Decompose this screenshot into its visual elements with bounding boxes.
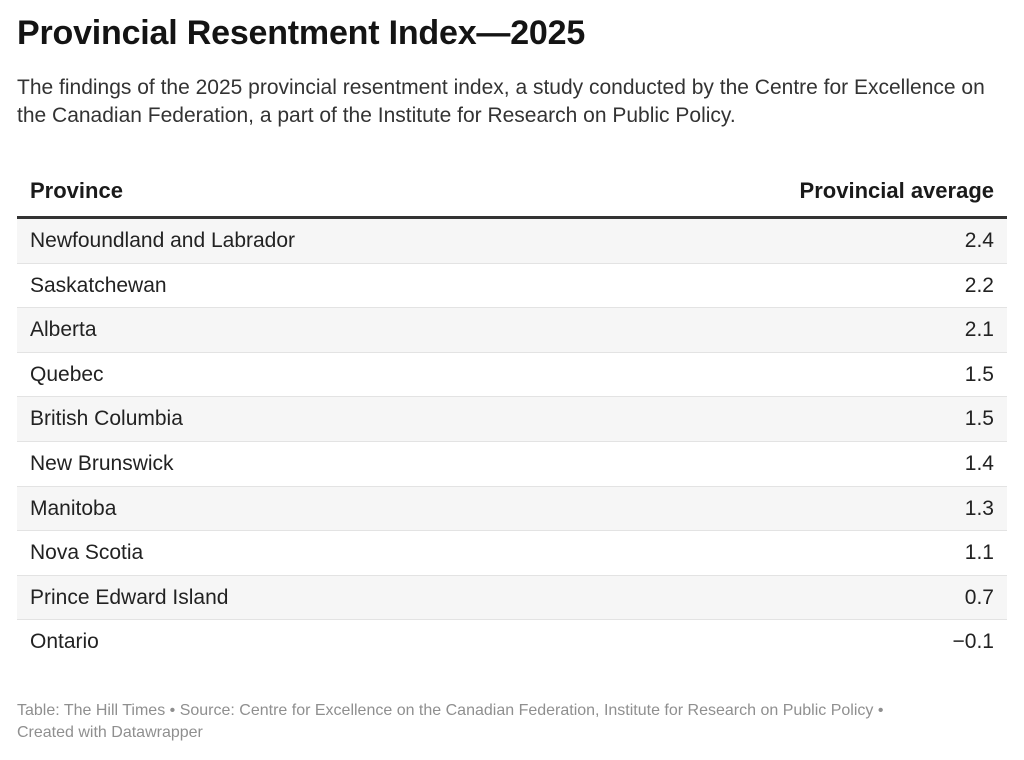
column-header-provincial-average: Provincial average [799,178,994,203]
table-header: Province Provincial average [17,164,1007,219]
province-cell: Newfoundland and Labrador [30,229,296,252]
province-cell: Nova Scotia [30,541,144,565]
average-value-cell: −0.1 [952,630,994,654]
average-value-cell: 2.4 [964,229,994,252]
chart-title: Provincial Resentment Index—2025 [17,14,586,52]
table-row: Ontario −0.1 [17,620,1007,665]
province-cell: New Brunswick [30,451,174,475]
table-body: Newfoundland and Labrador 2.4 Saskatchewan… [17,219,1007,665]
table-row: New Brunswick 1.4 [17,442,1007,487]
table-row: Saskatchewan 2.2 [17,264,1007,309]
average-value-cell: 2.1 [964,318,994,342]
table-row: Alberta 2.1 [17,308,1007,353]
average-value-cell: 1.1 [964,541,994,565]
average-value-cell: 0.7 [964,585,994,609]
average-value-cell: 2.2 [964,273,994,297]
table-row: British Columbia 1.5 [17,397,1007,442]
table-row: Newfoundland and Labrador 2.4 [17,219,1007,264]
chart-subtitle: The findings of the 2025 provincial rese… [17,76,985,127]
footer-credit-line: Created with Datawrapper [17,724,203,741]
average-value-cell: 1.5 [964,407,994,431]
province-cell: Saskatchewan [30,273,167,297]
data-table: Province Provincial average Newfoundland… [17,164,1007,665]
province-cell: Quebec [30,362,104,386]
footer-source-line: Table: The Hill Times • Source: Centre f… [17,702,884,719]
column-header-province: Province [30,178,123,203]
province-cell: British Columbia [30,407,183,431]
province-cell: Alberta [30,318,97,342]
table-row: Nova Scotia 1.1 [17,531,1007,576]
average-value-cell: 1.3 [964,496,994,520]
average-value-cell: 1.4 [964,451,994,475]
province-cell: Ontario [30,630,99,654]
table-row: Manitoba 1.3 [17,486,1007,532]
table-row: Prince Edward Island 0.7 [17,575,1007,621]
province-cell: Prince Edward Island [30,585,229,609]
table-row: Quebec 1.5 [17,353,1007,398]
chart-footer: Table: The Hill Times • Source: Centre f… [17,700,1007,744]
province-cell: Manitoba [30,496,117,520]
average-value-cell: 1.5 [964,362,994,386]
